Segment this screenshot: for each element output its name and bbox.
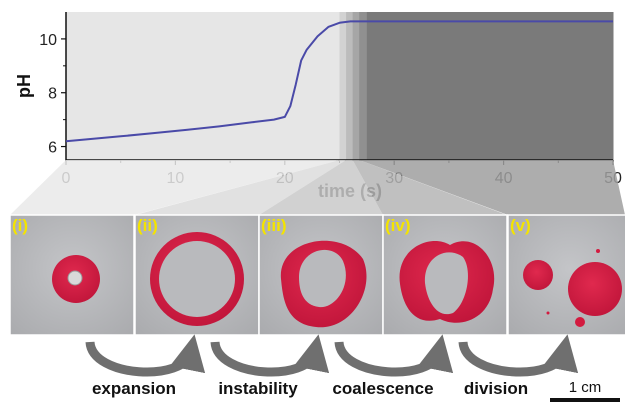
small-drop	[523, 260, 553, 290]
shaded-region	[339, 12, 347, 160]
shaded-region	[366, 12, 614, 160]
process-label: expansion	[92, 379, 176, 398]
process-label: division	[464, 379, 528, 398]
y-tick-label: 6	[48, 140, 57, 157]
panel-label: (v)	[510, 216, 531, 235]
y-axis-label: pH	[14, 74, 34, 98]
panel-connectors	[10, 160, 625, 215]
scale-bar-label: 1 cm	[569, 379, 602, 396]
connector-wedge	[352, 160, 507, 215]
curved-arrow	[210, 334, 330, 377]
connector-wedge	[10, 160, 340, 215]
shaded-region	[359, 12, 368, 160]
panel-label: (i)	[12, 216, 28, 235]
panel-label: (iv)	[385, 216, 411, 235]
scale-bar-line	[550, 398, 620, 402]
scale-bar: 1 cm	[550, 379, 620, 402]
connector-wedge	[359, 160, 625, 215]
ring-center	[424, 252, 468, 315]
seed-particle	[67, 270, 83, 286]
curved-arrow	[85, 334, 206, 377]
tiny-drop	[596, 249, 600, 253]
shaded-region	[346, 12, 354, 160]
process-arrows	[85, 334, 579, 377]
ring-center	[159, 241, 235, 317]
panel-label: (iii)	[261, 216, 287, 235]
process-label: instability	[218, 379, 298, 398]
large-drop	[568, 262, 622, 316]
connector-wedge	[135, 160, 347, 215]
curved-arrow	[458, 334, 579, 377]
tiny-drop	[546, 311, 550, 315]
panel-label: (ii)	[137, 216, 158, 235]
shaded-region	[66, 12, 340, 160]
curved-arrow	[334, 334, 454, 377]
process-labels: expansion instability coalescence division	[92, 379, 528, 398]
shaded-region	[352, 12, 360, 160]
ring-center	[299, 249, 346, 308]
image-panels: (i) (ii) (iii) (iv) (v)	[9, 214, 625, 336]
connector-wedge	[259, 160, 383, 215]
process-label: coalescence	[332, 379, 433, 398]
tiny-drop	[575, 317, 585, 327]
y-tick-label: 10	[39, 32, 57, 49]
series-line	[65, 20, 613, 143]
y-tick-label: 8	[48, 86, 57, 103]
